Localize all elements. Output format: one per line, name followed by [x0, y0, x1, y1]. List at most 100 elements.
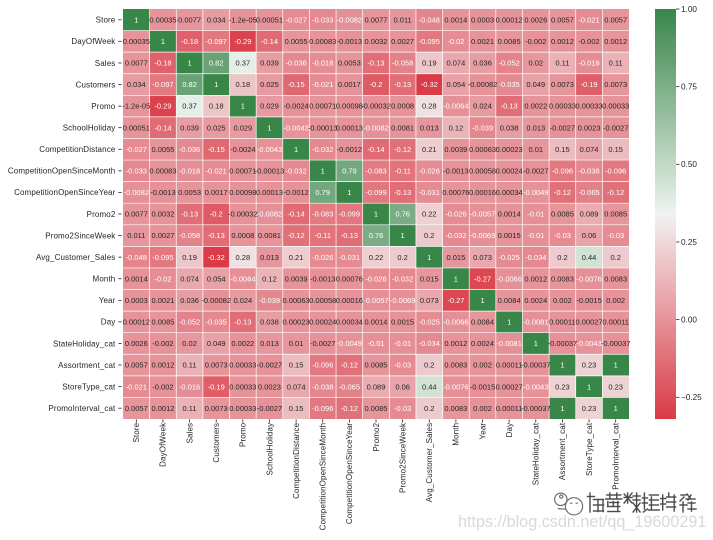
svg-text:0.23: 0.23 — [555, 382, 570, 391]
svg-text:-0.0015: -0.0015 — [470, 382, 495, 391]
svg-text:Month: Month — [93, 275, 116, 284]
svg-text:0.024: 0.024 — [473, 102, 492, 111]
svg-text:-0.016: -0.016 — [179, 382, 200, 391]
svg-text:0.23: 0.23 — [608, 382, 623, 391]
svg-text:-0.27: -0.27 — [447, 296, 464, 305]
svg-text:-0.00013: -0.00013 — [308, 123, 338, 132]
svg-text:0.25: 0.25 — [681, 238, 697, 247]
svg-text:-0.12: -0.12 — [554, 188, 571, 197]
svg-text:0.0083: 0.0083 — [551, 274, 574, 283]
svg-text:-0.032: -0.032 — [312, 145, 333, 154]
svg-text:-0.01: -0.01 — [394, 339, 411, 348]
svg-text:0.11: 0.11 — [609, 59, 623, 68]
svg-text:0.00098: 0.00098 — [336, 102, 363, 111]
svg-text:0.0012: 0.0012 — [524, 274, 547, 283]
svg-text:-0.02: -0.02 — [154, 274, 171, 283]
svg-text:Assortment_cat: Assortment_cat — [58, 361, 116, 370]
svg-text:-0.01: -0.01 — [367, 339, 384, 348]
svg-text:1: 1 — [321, 166, 325, 175]
svg-text:0.00011: 0.00011 — [496, 361, 523, 370]
svg-text:-0.0066: -0.0066 — [496, 274, 521, 283]
svg-text:1: 1 — [267, 123, 271, 132]
svg-text:-0.0015: -0.0015 — [576, 296, 601, 305]
svg-text:0.0084: 0.0084 — [471, 318, 494, 327]
svg-text:0.11: 0.11 — [183, 361, 197, 370]
svg-text:0.0015: 0.0015 — [391, 318, 414, 327]
svg-text:-0.00032: -0.00032 — [228, 210, 258, 219]
svg-text:0.0039: 0.0039 — [285, 274, 308, 283]
svg-text:1: 1 — [480, 296, 484, 305]
svg-text:0.049: 0.049 — [526, 80, 545, 89]
svg-text:0.0081: 0.0081 — [391, 123, 414, 132]
svg-text:0.074: 0.074 — [446, 59, 465, 68]
svg-text:0.0014: 0.0014 — [365, 318, 388, 327]
svg-text:Sales: Sales — [95, 59, 116, 68]
svg-text:0.50: 0.50 — [681, 160, 697, 169]
svg-text:0.039: 0.039 — [260, 59, 279, 68]
svg-text:-0.00037: -0.00037 — [548, 339, 578, 348]
svg-text:-0.32: -0.32 — [421, 80, 438, 89]
svg-text:0.19: 0.19 — [422, 59, 437, 68]
svg-text:-0.0043: -0.0043 — [257, 145, 282, 154]
svg-text:Day: Day — [505, 423, 514, 438]
svg-text:-0.032: -0.032 — [285, 166, 306, 175]
svg-text:0.00033: 0.00033 — [549, 102, 576, 111]
svg-text:DayOfWeek: DayOfWeek — [71, 37, 116, 46]
svg-text:0.0085: 0.0085 — [498, 37, 521, 46]
svg-text:SchoolHoliday: SchoolHoliday — [63, 123, 116, 132]
svg-text:-0.0076: -0.0076 — [443, 382, 468, 391]
svg-text:0.074: 0.074 — [180, 274, 199, 283]
svg-text:0.0053: 0.0053 — [178, 188, 201, 197]
svg-text:0.0073: 0.0073 — [205, 404, 228, 413]
svg-text:PromoInterval_cat: PromoInterval_cat — [611, 422, 620, 490]
svg-text:0.074: 0.074 — [287, 382, 306, 391]
svg-text:-0.18: -0.18 — [154, 59, 171, 68]
svg-text:0.0077: 0.0077 — [178, 15, 201, 24]
svg-text:0.01: 0.01 — [528, 145, 543, 154]
svg-text:0.00051: 0.00051 — [123, 123, 150, 132]
svg-text:-0.0081: -0.0081 — [523, 318, 548, 327]
svg-text:0.79: 0.79 — [342, 166, 357, 175]
svg-text:Day: Day — [101, 318, 116, 327]
svg-text:0.0021: 0.0021 — [471, 37, 494, 46]
svg-text:0.0021: 0.0021 — [151, 296, 174, 305]
svg-text:0.12: 0.12 — [262, 274, 277, 283]
svg-text:-0.0066: -0.0066 — [443, 318, 468, 327]
svg-text:-0.14: -0.14 — [261, 37, 278, 46]
svg-text:0.024: 0.024 — [233, 296, 252, 305]
svg-text:-0.039: -0.039 — [259, 296, 280, 305]
svg-text:-0.048: -0.048 — [126, 253, 147, 262]
svg-text:-0.03: -0.03 — [394, 361, 411, 370]
svg-text:-0.02: -0.02 — [447, 37, 464, 46]
svg-text:0.11: 0.11 — [183, 404, 197, 413]
svg-text:0.00024: 0.00024 — [496, 166, 523, 175]
svg-text:-0.0082: -0.0082 — [337, 15, 362, 24]
svg-text:-0.0057: -0.0057 — [363, 296, 388, 305]
svg-text:-0.026: -0.026 — [445, 210, 466, 219]
svg-text:-0.32: -0.32 — [208, 253, 225, 262]
svg-text:0.2: 0.2 — [557, 253, 567, 262]
svg-text:-0.18: -0.18 — [181, 37, 198, 46]
svg-text:-0.03: -0.03 — [607, 231, 624, 240]
svg-text:-0.0069: -0.0069 — [390, 296, 415, 305]
svg-text:0.013: 0.013 — [260, 339, 279, 348]
svg-text:0.002: 0.002 — [606, 296, 625, 305]
svg-text:1: 1 — [134, 15, 138, 24]
svg-text:-0.00013: -0.00013 — [255, 166, 285, 175]
svg-text:StoreType_cat: StoreType_cat — [585, 422, 594, 476]
svg-text:-0.0027: -0.0027 — [603, 123, 628, 132]
svg-text:0.0022: 0.0022 — [231, 339, 254, 348]
svg-text:0.0024: 0.0024 — [524, 296, 547, 305]
svg-text:0.00033: 0.00033 — [575, 102, 602, 111]
svg-text:0.0023: 0.0023 — [258, 382, 281, 391]
svg-text:Assortment_cat: Assortment_cat — [558, 422, 567, 480]
svg-text:0.002: 0.002 — [553, 296, 572, 305]
svg-text:-0.038: -0.038 — [578, 166, 599, 175]
svg-text:-0.021: -0.021 — [206, 166, 227, 175]
svg-text:https://blog.csdn.net/qq_19600: https://blog.csdn.net/qq_19600291 — [458, 513, 706, 531]
svg-text:0.0003: 0.0003 — [125, 296, 148, 305]
svg-text:0.00013: 0.00013 — [256, 188, 283, 197]
svg-text:0.0073: 0.0073 — [604, 80, 627, 89]
svg-text:-0.0049: -0.0049 — [337, 339, 362, 348]
svg-text:0.00016: 0.00016 — [336, 296, 363, 305]
